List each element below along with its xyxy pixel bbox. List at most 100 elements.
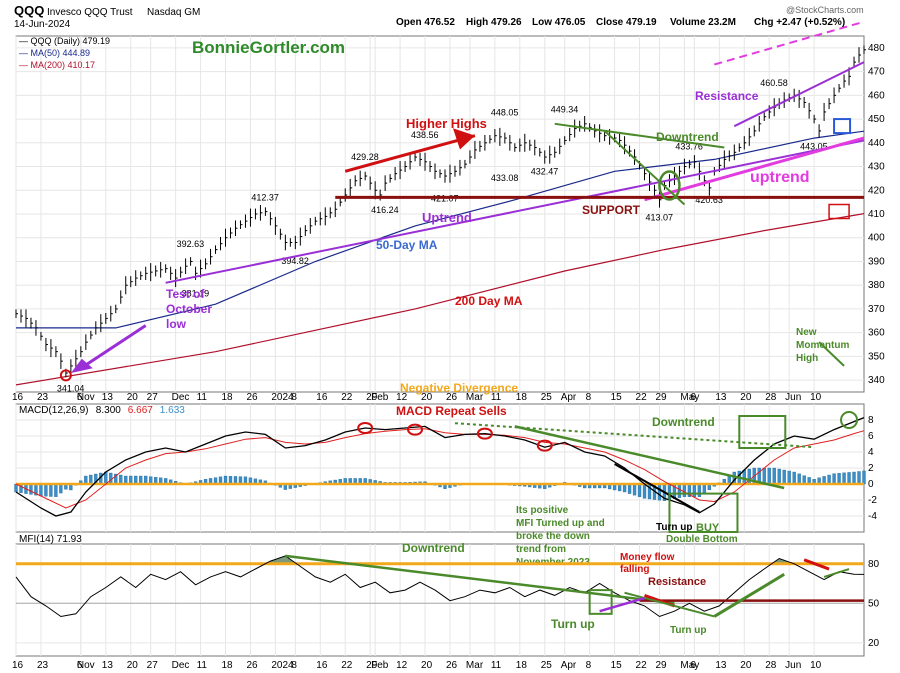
money-flow-label: falling xyxy=(620,564,649,575)
x-tick-label: 20 xyxy=(421,660,433,671)
higher-highs-label: Higher Highs xyxy=(406,116,487,131)
peak-label: 381.19 xyxy=(182,288,210,298)
negative-divergence-label: Negative Divergence xyxy=(400,381,518,395)
y-tick-label: 6 xyxy=(868,431,874,442)
macd-histogram-bar xyxy=(119,474,123,485)
site-label: BonnieGortler.com xyxy=(192,38,345,57)
x-tick-label: 13 xyxy=(102,660,114,671)
mfi-turn-up-label-2: Turn up xyxy=(670,625,706,636)
peak-label: 443.05 xyxy=(800,142,828,152)
x-tick-label: Feb xyxy=(371,660,389,671)
macd-histogram-bar xyxy=(697,483,702,497)
macd-histogram-bar xyxy=(632,483,637,496)
x-tick-label: Apr xyxy=(561,660,577,671)
y-tick-label: 20 xyxy=(868,638,880,649)
x-tick-label: 2024 xyxy=(271,392,294,403)
support-label: SUPPORT xyxy=(582,203,641,217)
x-tick-label: 29 xyxy=(366,660,378,671)
macd-histogram-bar xyxy=(762,467,766,485)
exchange-label: Nasdaq GM xyxy=(147,7,200,18)
ma50-annotation: 50-Day MA xyxy=(376,238,438,252)
macd-histogram-bar xyxy=(19,483,23,493)
macd-histogram-bar xyxy=(89,474,93,485)
macd-histogram-bar xyxy=(832,473,836,485)
x-tick-label: 18 xyxy=(222,660,234,671)
peak-label: 394.82 xyxy=(281,256,309,266)
x-tick-label: 22 xyxy=(636,660,648,671)
mfi-legend-item: MFI(14) 71.93 xyxy=(19,534,82,545)
y-tick-label: 340 xyxy=(868,375,885,386)
y-tick-label: 450 xyxy=(868,114,885,125)
x-tick-label: 12 xyxy=(396,392,408,403)
symbol-label: QQQ xyxy=(14,3,44,18)
higher-highs-arrow xyxy=(344,134,476,173)
mfi-purple-arrow xyxy=(599,596,645,613)
peak-label: 432.47 xyxy=(531,167,559,177)
x-tick-label: 13 xyxy=(102,392,114,403)
test-october-arrowhead xyxy=(70,358,93,374)
x-tick-label: Feb xyxy=(371,392,389,403)
higher-highs-arrowhead xyxy=(452,128,475,150)
x-tick-label: 20 xyxy=(127,660,139,671)
ma200-highlight-box xyxy=(828,203,850,220)
mfi-green-segment xyxy=(624,591,715,618)
macd-histogram-bar xyxy=(837,473,841,485)
downtrend-line-1 xyxy=(554,122,725,149)
october-low-circle xyxy=(59,369,72,382)
low-label: Low 476.05 xyxy=(532,17,586,28)
x-tick-label: 26 xyxy=(446,660,458,671)
y-tick-label: 400 xyxy=(868,233,885,244)
y-tick-label: 440 xyxy=(868,138,885,149)
peak-label: 460.58 xyxy=(760,78,788,88)
macd-histogram-bar xyxy=(29,483,33,495)
x-tick-label: 26 xyxy=(246,660,258,671)
macd-histogram-bar xyxy=(827,474,831,485)
x-axis: 16162323NovNov66131320202727DecDec111118… xyxy=(12,392,822,671)
x-tick-label: Dec xyxy=(172,392,190,403)
peak-label: 420.63 xyxy=(695,195,723,205)
repeat-sell-circle xyxy=(357,422,374,434)
macd-line xyxy=(15,416,865,517)
x-tick-label: 18 xyxy=(222,392,234,403)
macd-histogram-bar xyxy=(792,471,796,485)
peak-label: 449.34 xyxy=(551,105,579,115)
macd-downtrend-line xyxy=(514,425,785,490)
x-tick-label: Mar xyxy=(466,392,484,403)
y-tick-label: 4 xyxy=(868,447,874,458)
double-bottom-box xyxy=(668,492,739,534)
mfi-note-line: Its positive xyxy=(516,505,569,516)
mfi-note-line: broke the down xyxy=(516,531,590,542)
peak-label: 433.08 xyxy=(491,173,519,183)
ma200-annotation: 200 Day MA xyxy=(455,294,523,308)
macd-histogram-bar xyxy=(857,471,861,485)
macd-histogram-bar xyxy=(49,483,53,497)
date-label: 14-Jun-2024 xyxy=(14,19,71,30)
x-tick-label: Jun xyxy=(785,660,801,671)
y-tick-label: 380 xyxy=(868,280,885,291)
macd-histogram-bar xyxy=(842,472,846,485)
x-tick-label: 8 xyxy=(586,392,592,403)
downtrend-line-2 xyxy=(603,130,686,206)
y-tick-label: 2 xyxy=(868,463,874,474)
x-tick-label: May xyxy=(680,392,699,403)
x-tick-label: 28 xyxy=(765,392,777,403)
y-tick-label: 8 xyxy=(868,415,874,426)
x-tick-label: 13 xyxy=(715,660,727,671)
macd-cross-box xyxy=(738,415,787,449)
resistance-label: Resistance xyxy=(695,89,759,103)
chart-header: QQQ Invesco QQQ Trust Nasdaq GM 14-Jun-2024… xyxy=(14,3,864,30)
x-tick-label: 29 xyxy=(655,392,667,403)
x-tick-label: Nov xyxy=(77,660,95,671)
x-tick-label: 22 xyxy=(636,392,648,403)
macd-histogram-bar xyxy=(747,468,751,485)
x-tick-label: 11 xyxy=(491,392,502,403)
y-tick-label: 390 xyxy=(868,256,885,267)
y-tick-label: 420 xyxy=(868,185,885,196)
mfi-note-line: MFI Turned up and xyxy=(516,518,605,529)
macd-repeat-sells-label: MACD Repeat Sells xyxy=(396,404,507,418)
ma200-line xyxy=(15,213,865,386)
name-label: Invesco QQQ Trust xyxy=(47,7,133,18)
mfi-panel: 80 50 20 Downtrend Turn up Turn up Money flowf… xyxy=(15,534,880,649)
price-panel: 340 350 360 370 380 390 400 410 420 430 440 450 460 4… xyxy=(15,20,885,394)
x-tick-label: 11 xyxy=(197,392,208,403)
